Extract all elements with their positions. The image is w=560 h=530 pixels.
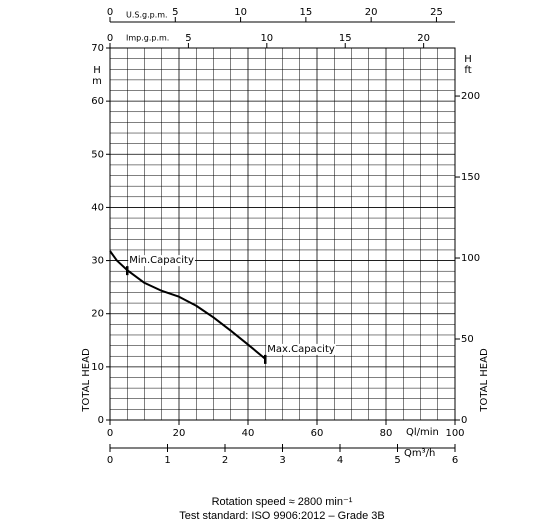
x2-tick-label: 2 (222, 455, 228, 466)
x-axis-title: Ql/min (406, 427, 439, 438)
annotation: Max.Capacity (267, 344, 335, 355)
x-tick-label: 80 (380, 428, 393, 439)
top-tick-label: 5 (172, 7, 178, 18)
x-tick-label: 40 (242, 428, 255, 439)
annotation: Min.Capacity (129, 255, 194, 266)
y-tick-label: 10 (91, 362, 104, 373)
y2-axis-title: TOTAL HEAD (479, 348, 490, 413)
top-tick-label: 10 (234, 7, 247, 18)
y-unit: m (92, 76, 102, 87)
x-tick-label: 100 (445, 428, 464, 439)
top-tick-label: 5 (185, 33, 191, 44)
top-tick-label: 10 (260, 33, 273, 44)
x2-tick-label: 3 (279, 455, 285, 466)
x2-tick-label: 6 (452, 455, 458, 466)
x2-tick-label: 1 (164, 455, 170, 466)
y-tick-label: 70 (91, 43, 104, 54)
top-tick-label: 15 (300, 7, 313, 18)
note: Test standard: ISO 9906:2012 – Grade 3B (179, 510, 384, 522)
y-tick-label: 50 (91, 149, 104, 160)
annotation-bg (266, 343, 336, 355)
x2-axis-title: Qm³/h (404, 448, 435, 459)
y2-tick-label: 100 (461, 253, 480, 264)
y2-tick-label: 150 (461, 172, 480, 183)
y-tick-label: 20 (91, 309, 104, 320)
plot-frame (109, 47, 456, 421)
top-tick-label: 20 (417, 33, 430, 44)
top-axis-title: U.S.g.p.m. (126, 11, 168, 20)
top-tick-label: 20 (365, 7, 378, 18)
x-tick-label: 60 (311, 428, 324, 439)
y2-tick-label: 50 (461, 334, 474, 345)
top-tick-label: 0 (107, 33, 113, 44)
y-unit: H (93, 65, 101, 76)
y2-tick-label: 200 (461, 91, 480, 102)
x2-tick-label: 4 (337, 455, 343, 466)
y2-unit: H (464, 54, 472, 65)
x-tick-label: 0 (107, 428, 113, 439)
annotation-bg (128, 255, 195, 267)
y-tick-label: 40 (91, 202, 104, 213)
y-axis-title: TOTAL HEAD (81, 348, 92, 413)
y-tick-label: 30 (91, 256, 104, 267)
x2-tick-label: 0 (107, 455, 113, 466)
y-tick-label: 0 (98, 415, 104, 426)
top-axis-title: Imp.g.p.m. (126, 34, 169, 43)
top-tick-label: 25 (430, 7, 443, 18)
y-tick-label: 60 (91, 96, 104, 107)
top-tick-label: 15 (339, 33, 352, 44)
y2-unit: ft (464, 65, 471, 76)
x-tick-label: 20 (173, 428, 186, 439)
note: Rotation speed ≈ 2800 min⁻¹ (212, 496, 353, 508)
top-tick-label: 0 (107, 7, 113, 18)
y2-tick-label: 0 (461, 415, 467, 426)
x2-tick-label: 5 (394, 455, 400, 466)
pump-curve (109, 250, 266, 360)
